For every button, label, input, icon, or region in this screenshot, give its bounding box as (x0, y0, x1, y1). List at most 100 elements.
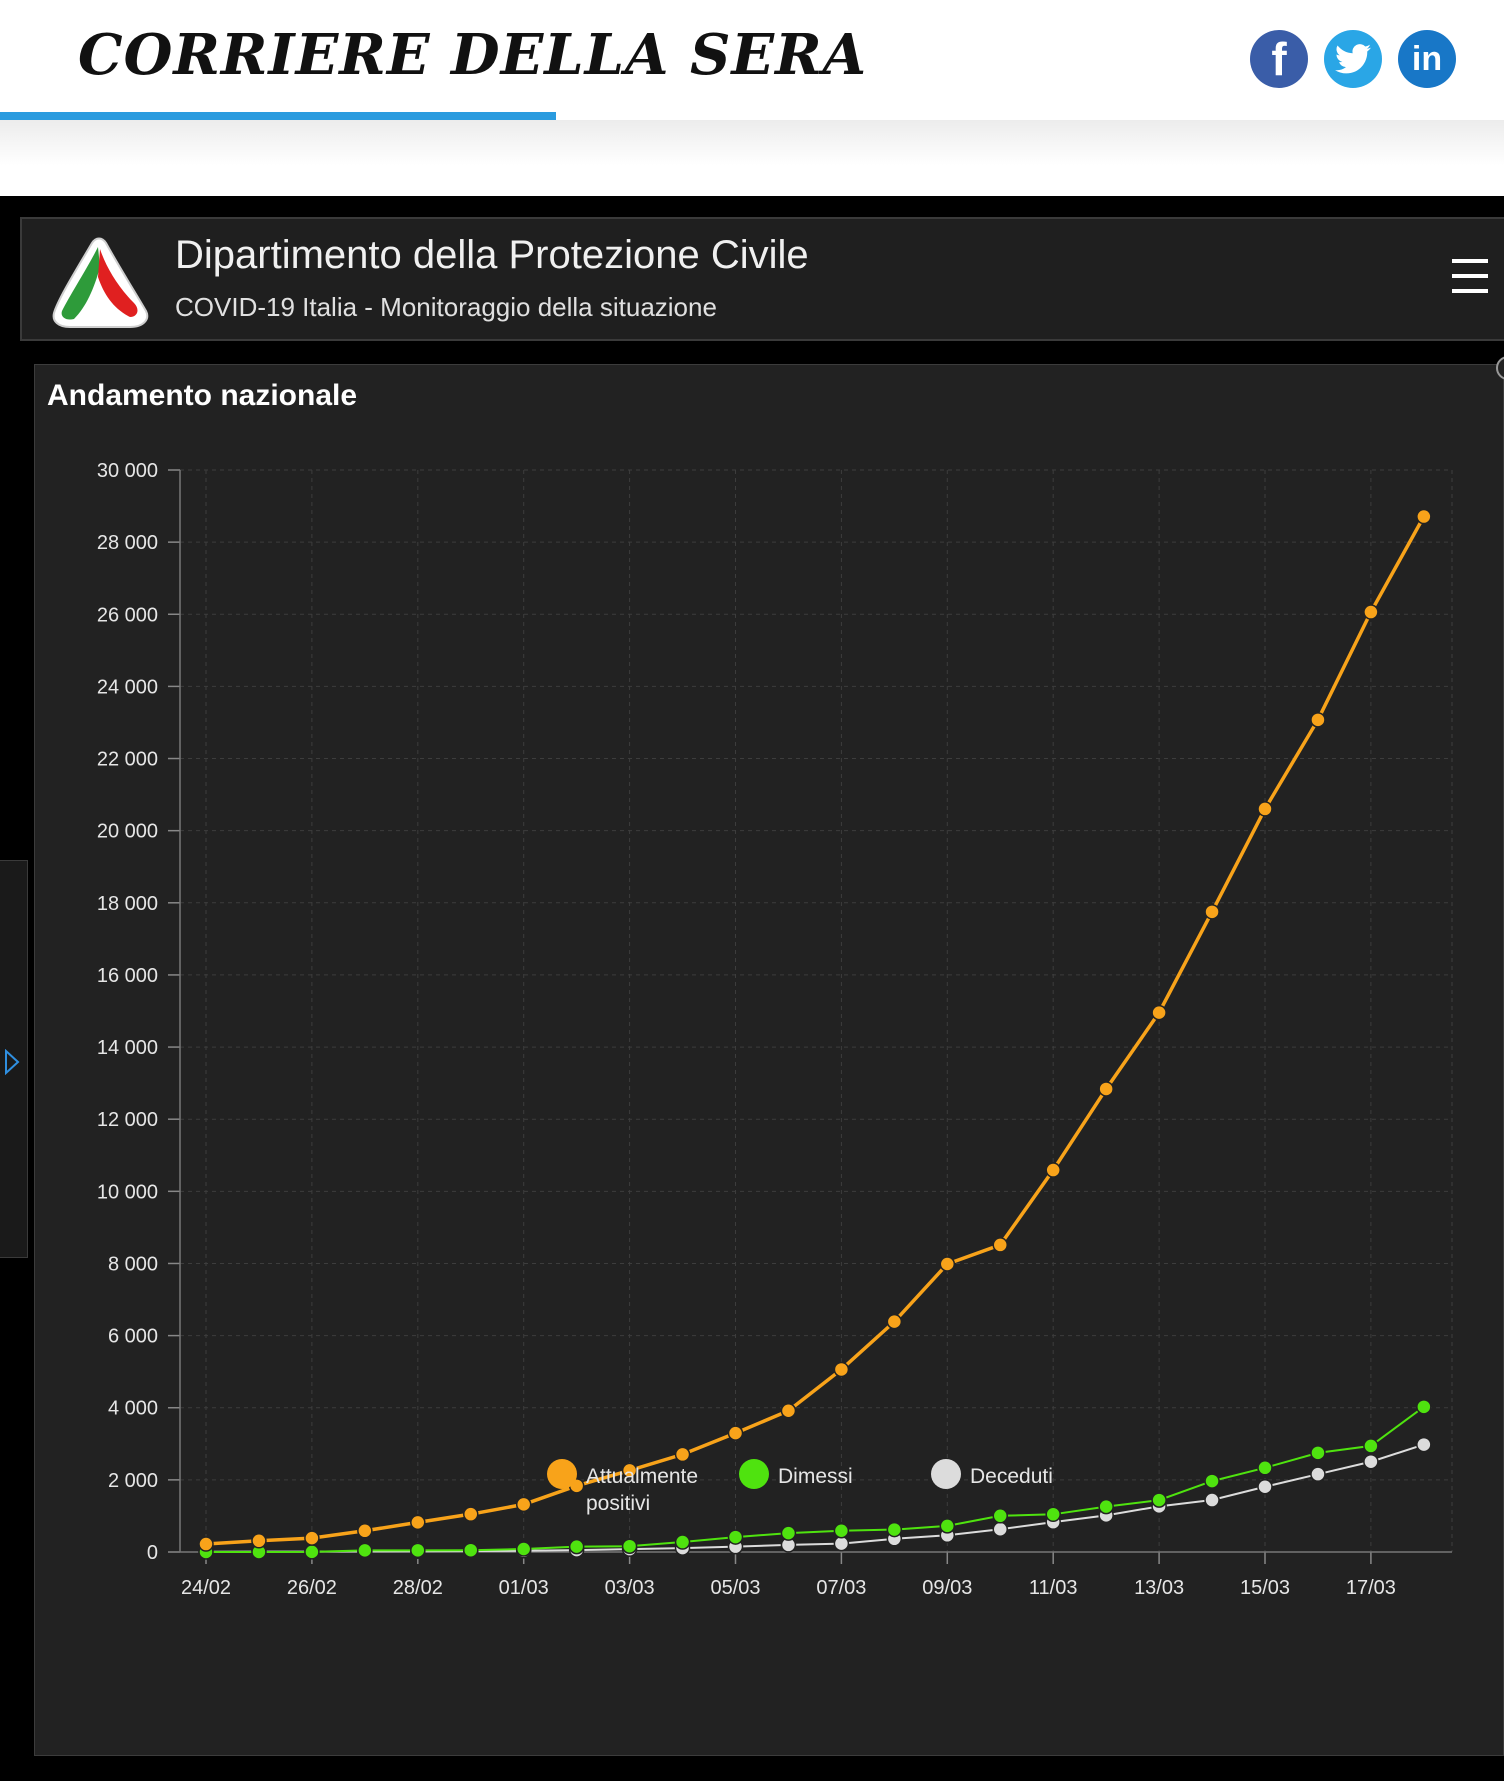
data-point-1 (1363, 1438, 1379, 1454)
data-point-0 (1098, 1081, 1114, 1097)
data-point-1 (674, 1534, 691, 1550)
data-point-0 (515, 1496, 532, 1513)
data-point-0 (780, 1403, 797, 1419)
data-point-1 (780, 1525, 797, 1541)
legend-label-line2: positivi (586, 1492, 650, 1515)
chevron-right-icon (5, 1049, 20, 1075)
legend-label: Dimessi (778, 1465, 853, 1488)
protezione-civile-logo-icon (52, 237, 149, 328)
x-tick-label: 13/03 (1134, 1577, 1184, 1599)
legend-label: Deceduti (970, 1465, 1053, 1488)
data-point-0 (357, 1523, 373, 1539)
y-tick-label: 18 000 (97, 893, 158, 915)
dashboard-header: Dipartimento della Protezione Civile COV… (20, 217, 1504, 341)
y-tick-label: 4 000 (108, 1398, 158, 1420)
data-point-0 (727, 1425, 744, 1441)
data-point-1 (1204, 1473, 1220, 1489)
data-point-2 (992, 1521, 1008, 1537)
data-point-0 (939, 1256, 956, 1272)
data-point-0 (992, 1237, 1008, 1253)
x-tick-label: 03/03 (605, 1577, 655, 1599)
x-tick-label: 11/03 (1029, 1577, 1078, 1599)
header-shadow (0, 120, 1504, 196)
trend-chart: 0 2 000 4 000 6 000 8 000 10 000 12 000 14 000 1… (97, 460, 1453, 1599)
legend-label: Attualmente (586, 1465, 698, 1488)
data-point-2 (1363, 1453, 1379, 1470)
corriere-logo[interactable]: CORRIERE DELLA SERA (78, 22, 868, 88)
data-point-2 (833, 1535, 850, 1552)
y-tick-label: 6 000 (108, 1326, 158, 1348)
data-point-0 (1416, 508, 1432, 525)
legend-marker (547, 1459, 577, 1489)
y-tick-label: 0 (147, 1542, 158, 1564)
y-tick-label: 22 000 (97, 749, 158, 771)
y-tick-label: 28 000 (97, 532, 158, 554)
dashboard-title: Dipartimento della Protezione Civile (175, 233, 809, 277)
x-tick-label: 17/03 (1346, 1577, 1396, 1599)
y-tick-label: 2 000 (108, 1470, 158, 1492)
data-point-1 (886, 1521, 903, 1538)
data-point-0 (1310, 712, 1326, 728)
facebook-icon[interactable]: f (1250, 30, 1308, 88)
data-point-0 (198, 1536, 214, 1552)
data-point-0 (886, 1313, 903, 1330)
data-point-0 (833, 1361, 850, 1378)
y-tick-label: 8 000 (108, 1253, 158, 1275)
y-tick-label: 16 000 (97, 965, 158, 987)
data-point-1 (1045, 1506, 1061, 1523)
site-header: CORRIERE DELLA SERA f in (0, 0, 1504, 121)
data-point-2 (1257, 1479, 1273, 1495)
data-point-0 (1363, 604, 1379, 620)
y-tick-label: 12 000 (97, 1109, 158, 1131)
data-point-1 (1310, 1445, 1326, 1461)
x-tick-label: 15/03 (1240, 1577, 1290, 1599)
data-point-1 (357, 1542, 373, 1559)
reading-progress-bar (0, 112, 557, 120)
data-point-1 (1098, 1498, 1114, 1515)
data-point-0 (463, 1506, 479, 1522)
data-point-2 (1416, 1436, 1432, 1453)
data-point-1 (939, 1518, 956, 1534)
data-point-0 (1045, 1162, 1061, 1178)
data-point-1 (1416, 1399, 1432, 1415)
x-tick-label: 01/03 (499, 1577, 549, 1599)
y-tick-label: 30 000 (97, 460, 158, 482)
data-point-1 (833, 1523, 850, 1539)
x-tick-label: 09/03 (922, 1577, 972, 1599)
x-tick-label: 07/03 (816, 1577, 866, 1599)
twitter-icon[interactable] (1324, 30, 1382, 88)
data-point-1 (568, 1538, 585, 1555)
data-point-2 (1204, 1492, 1220, 1508)
series-line-0 (205, 515, 1426, 1546)
x-tick-label: 05/03 (710, 1577, 760, 1599)
data-point-1 (410, 1542, 426, 1559)
data-point-0 (304, 1530, 320, 1546)
chart-panel: Andamento nazionale (34, 364, 1504, 1756)
x-tick-label: 28/02 (393, 1577, 443, 1599)
legend-marker (931, 1459, 961, 1489)
x-tick-label: 26/02 (287, 1577, 337, 1599)
data-point-0 (621, 1462, 638, 1479)
data-point-1 (463, 1542, 479, 1558)
y-tick-label: 14 000 (97, 1037, 158, 1059)
series-line-2 (205, 1443, 1425, 1553)
legend-marker (739, 1459, 769, 1489)
x-tick-label: 24/02 (181, 1577, 231, 1599)
data-point-0 (410, 1514, 426, 1531)
data-point-0 (1204, 904, 1220, 920)
series-line-1 (206, 1406, 1425, 1553)
y-tick-label: 24 000 (97, 676, 158, 698)
side-panel-toggle[interactable] (0, 860, 28, 1258)
y-tick-label: 20 000 (97, 821, 158, 843)
y-tick-label: 26 000 (97, 604, 158, 626)
data-point-0 (674, 1446, 691, 1463)
chart-panel-title: Andamento nazionale (47, 379, 358, 412)
dashboard-subtitle: COVID-19 Italia - Monitoraggio della sit… (175, 292, 717, 322)
data-point-1 (727, 1529, 744, 1545)
data-point-1 (1151, 1492, 1167, 1508)
data-point-1 (1257, 1460, 1273, 1476)
data-point-1 (304, 1544, 320, 1560)
hamburger-menu-icon[interactable] (1452, 259, 1488, 293)
linkedin-icon[interactable]: in (1398, 30, 1456, 88)
data-point-0 (1257, 801, 1273, 817)
